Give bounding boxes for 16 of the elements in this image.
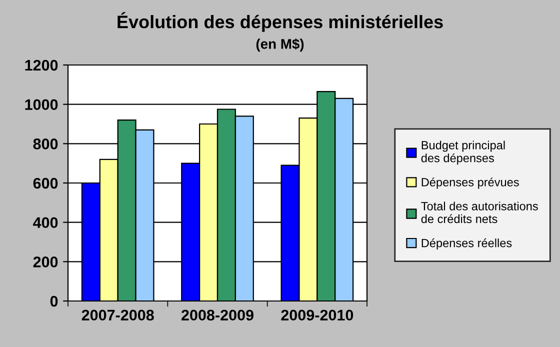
x-tick-label: 2009-2010	[281, 310, 354, 321]
legend-label: Dépenses réelles	[422, 238, 512, 250]
chart-title: Évolution des dépenses ministérielles	[118, 12, 443, 32]
y-tick-label: 0	[50, 296, 58, 307]
legend-label: Budget principal des dépenses	[421, 140, 505, 165]
y-tick-label: 1200	[25, 60, 58, 71]
legend-label: Dépenses prévues	[422, 178, 519, 189]
y-tick-label: 1000	[25, 99, 58, 110]
x-tick-label: 2008-2009	[182, 310, 254, 321]
legend-label: Total des autorisations de crédits nets	[421, 202, 538, 224]
chart-subtitle: (en M$)	[256, 38, 304, 52]
y-tick-label: 400	[33, 217, 58, 228]
y-tick-label: 600	[33, 178, 58, 189]
y-tick-label: 200	[33, 256, 58, 268]
y-tick-label: 800	[33, 138, 58, 150]
x-tick-label: 2007-2008	[82, 310, 154, 321]
